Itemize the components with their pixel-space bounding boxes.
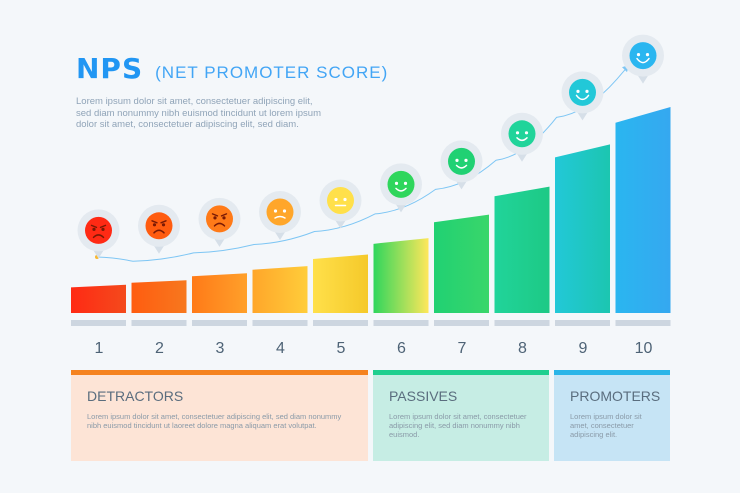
bar-base-10 xyxy=(615,320,671,326)
score-bar-3 xyxy=(192,273,247,313)
face-pin-8 xyxy=(501,112,543,162)
bar-base-7 xyxy=(434,320,489,326)
score-label-3: 3 xyxy=(215,340,225,357)
face-pin-1 xyxy=(77,209,120,259)
bar-base-4 xyxy=(252,320,308,326)
bar-base-2 xyxy=(131,320,187,326)
score-bar-5 xyxy=(313,254,368,313)
score-label-6: 6 xyxy=(397,340,406,357)
promoters-text: Lorem ipsum dolor sit amet, consectetuer… xyxy=(570,412,642,439)
face-pin-3 xyxy=(198,197,241,247)
detractors-panel: DETRACTORS Lorem ipsum dolor sit amet, c… xyxy=(71,370,368,461)
promoters-bar xyxy=(554,370,670,375)
score-label-10: 10 xyxy=(634,340,653,357)
promoters-panel: PROMOTERS Lorem ipsum dolor sit amet, co… xyxy=(554,370,670,461)
score-label-8: 8 xyxy=(518,340,527,357)
score-bar-7 xyxy=(434,214,489,313)
title-subtitle: (NET PROMOTER SCORE) xyxy=(155,63,389,82)
score-bar-10 xyxy=(615,106,671,313)
face-pin-6 xyxy=(380,163,422,213)
detractors-title: DETRACTORS xyxy=(87,388,184,404)
score-label-2: 2 xyxy=(155,340,164,357)
score-bar-2 xyxy=(131,280,187,313)
promoters-title: PROMOTERS xyxy=(570,388,661,404)
score-bar-9 xyxy=(555,144,610,313)
passives-title: PASSIVES xyxy=(389,388,458,404)
bar-base-6 xyxy=(373,320,429,326)
nps-chart xyxy=(71,34,671,326)
face-pin-4 xyxy=(259,191,301,240)
bar-base-8 xyxy=(494,320,550,326)
score-label-7: 7 xyxy=(457,340,467,357)
face-pin-9 xyxy=(561,71,604,121)
score-label-9: 9 xyxy=(578,340,588,357)
bar-base-1 xyxy=(71,320,126,326)
score-bar-4 xyxy=(252,266,308,313)
passives-bar xyxy=(373,370,549,375)
face-pin-7 xyxy=(440,140,483,190)
detractors-bar xyxy=(71,370,368,375)
intro-text: Lorem ipsum dolor sit amet, consectetuer… xyxy=(76,96,322,130)
score-label-5: 5 xyxy=(336,340,346,357)
title-nps: NPS xyxy=(76,52,144,85)
score-label-1: 1 xyxy=(94,340,104,357)
score-bar-6 xyxy=(373,238,429,313)
bar-base-5 xyxy=(313,320,368,326)
detractors-text: Lorem ipsum dolor sit amet, consectetuer… xyxy=(87,412,342,430)
face-pin-2 xyxy=(138,204,180,254)
score-label-4: 4 xyxy=(276,340,285,357)
passives-panel: PASSIVES Lorem ipsum dolor sit amet, con… xyxy=(373,370,549,461)
face-pin-10 xyxy=(622,34,664,84)
page-title: NPS (NET PROMOTER SCORE) xyxy=(76,52,388,85)
face-pin-5 xyxy=(319,179,362,229)
score-bar-8 xyxy=(494,186,550,313)
bar-base-9 xyxy=(555,320,610,326)
passives-text: Lorem ipsum dolor sit amet, consectetuer… xyxy=(389,412,527,439)
bar-base-3 xyxy=(192,320,247,326)
score-bar-1 xyxy=(71,284,126,313)
